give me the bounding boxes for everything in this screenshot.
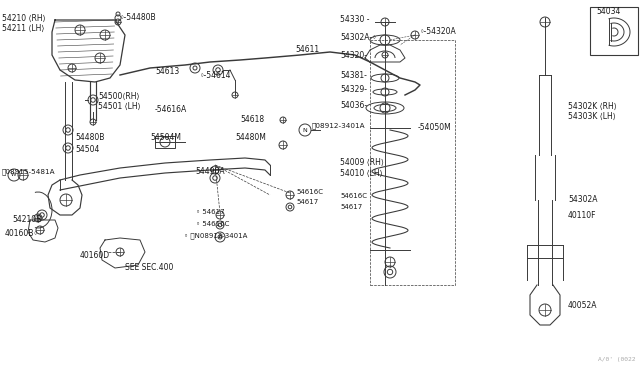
Text: 54302A-◦: 54302A-◦: [340, 33, 376, 42]
Text: ◦ 54616C: ◦ 54616C: [196, 221, 229, 227]
Text: 54504: 54504: [75, 145, 99, 154]
Text: 54616C: 54616C: [340, 193, 367, 199]
Text: 54616C: 54616C: [296, 189, 323, 195]
Text: 54617: 54617: [296, 199, 318, 205]
Text: 54490A: 54490A: [195, 167, 225, 176]
Bar: [370, 40, 455, 285]
Text: SEE SEC.400: SEE SEC.400: [125, 263, 173, 273]
Text: 40160D: 40160D: [80, 250, 110, 260]
Text: 54611: 54611: [295, 45, 319, 55]
Text: 54504M: 54504M: [150, 134, 181, 142]
Text: 40052A: 40052A: [568, 301, 598, 310]
Text: N: N: [303, 128, 307, 132]
Text: 54329-: 54329-: [340, 86, 367, 94]
Text: 54210B: 54210B: [12, 215, 41, 224]
Text: 54302K ⟨RH⟩: 54302K ⟨RH⟩: [568, 102, 617, 110]
Text: -54616A: -54616A: [155, 106, 188, 115]
Text: 54303K ⟨LH⟩: 54303K ⟨LH⟩: [568, 112, 616, 121]
Text: 54302A: 54302A: [568, 196, 598, 205]
Text: ⓝ08912-3401A: ⓝ08912-3401A: [312, 123, 365, 129]
Text: 54210 ⟨RH⟩: 54210 ⟨RH⟩: [2, 13, 45, 22]
Text: A/0' (0022: A/0' (0022: [598, 357, 636, 362]
Text: 54010 ⟨LH⟩: 54010 ⟨LH⟩: [340, 169, 383, 177]
Text: 54034: 54034: [596, 7, 620, 16]
Text: ◦-54320A: ◦-54320A: [420, 28, 457, 36]
Bar: [155, 136, 175, 148]
Text: 40110F: 40110F: [568, 211, 596, 219]
Text: 54613: 54613: [155, 67, 179, 77]
Text: 54330 -: 54330 -: [340, 16, 369, 25]
Text: N: N: [218, 234, 222, 240]
Text: 54480M: 54480M: [235, 134, 266, 142]
Text: 54009 ⟨RH⟩: 54009 ⟨RH⟩: [340, 157, 384, 167]
Text: 54036-: 54036-: [340, 102, 367, 110]
Text: 54618: 54618: [240, 115, 264, 125]
Text: 40160B◦: 40160B◦: [5, 228, 39, 237]
Text: ◦ 54617: ◦ 54617: [196, 209, 225, 215]
Text: 54500⟨RH⟩: 54500⟨RH⟩: [98, 92, 140, 100]
Bar: [590, 7, 638, 55]
Text: 54381-: 54381-: [340, 71, 367, 80]
Text: W: W: [12, 173, 17, 177]
Text: 54211 ⟨LH⟩: 54211 ⟨LH⟩: [2, 23, 44, 32]
Text: 54501 ⟨LH⟩: 54501 ⟨LH⟩: [98, 102, 141, 110]
Text: Ⓦ08915-5481A: Ⓦ08915-5481A: [2, 169, 56, 175]
Text: 54480B: 54480B: [75, 134, 104, 142]
Text: ◦-54480B: ◦-54480B: [120, 13, 157, 22]
Text: 54617: 54617: [340, 204, 362, 210]
Text: ◦-54614: ◦-54614: [200, 71, 232, 80]
Text: 54320-: 54320-: [340, 51, 367, 61]
Text: -54050M: -54050M: [418, 124, 452, 132]
Text: ◦ ⓝN08912-3401A: ◦ ⓝN08912-3401A: [184, 233, 248, 239]
